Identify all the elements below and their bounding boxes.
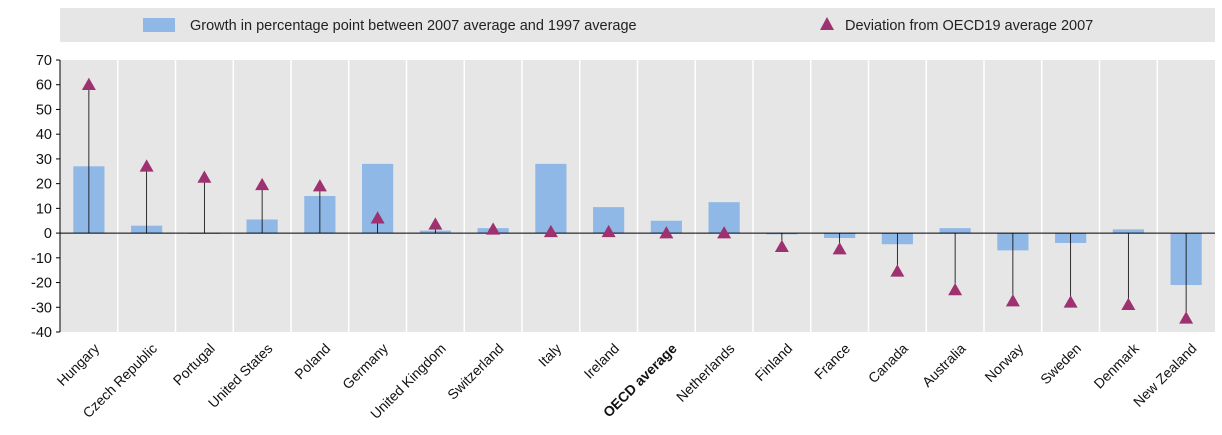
- markers: [81, 77, 1194, 324]
- x-label-hungary: Hungary: [54, 340, 103, 389]
- y-tick-label: 60: [36, 78, 52, 94]
- y-tick-label: 20: [36, 177, 52, 193]
- marker-hungary: [81, 77, 96, 90]
- marker-denmark: [1121, 297, 1136, 311]
- y-tick-label: 10: [36, 201, 52, 217]
- x-label-australia: Australia: [919, 340, 969, 390]
- y-tick-label: 70: [36, 53, 52, 69]
- bar-australia: [939, 228, 971, 234]
- legend-marker-swatch: [820, 17, 834, 30]
- y-tick-label: 0: [44, 226, 52, 242]
- bar-italy: [535, 163, 567, 234]
- x-label-netherlands: Netherlands: [673, 340, 738, 405]
- x-label-portugal: Portugal: [170, 340, 218, 388]
- legend: Growth in percentage point between 2007 …: [60, 8, 1215, 42]
- marker-norway: [1005, 294, 1020, 307]
- y-tick-label: -30: [31, 300, 52, 316]
- marker-canada: [890, 264, 905, 277]
- marker-united-states: [255, 177, 270, 191]
- x-label-canada: Canada: [865, 340, 911, 386]
- marker-australia: [948, 282, 963, 296]
- bar-denmark: [1112, 229, 1144, 234]
- marker-new-zealand: [1179, 311, 1194, 324]
- marker-germany: [370, 211, 385, 224]
- marker-switzerland: [486, 222, 501, 235]
- legend-bar-swatch: [143, 18, 175, 32]
- marker-poland: [312, 179, 327, 192]
- marker-portugal: [197, 170, 212, 183]
- marker-italy: [543, 224, 558, 238]
- y-tick-label: 40: [36, 127, 52, 143]
- x-label-switzerland: Switzerland: [444, 340, 506, 402]
- x-label-sweden: Sweden: [1037, 340, 1084, 387]
- y-tick-label: -10: [31, 251, 52, 267]
- x-label-norway: Norway: [981, 340, 1026, 385]
- y-axis: -40 -30 -20 -10 0 10 20 30 40 50 60 70: [31, 53, 61, 341]
- x-label-finland: Finland: [752, 340, 796, 384]
- marker-sweden: [1063, 295, 1078, 308]
- y-tick-label: 50: [36, 102, 52, 118]
- marker-oecd-average: [659, 226, 674, 239]
- marker-finland: [774, 239, 789, 252]
- legend-bar-label: Growth in percentage point between 2007 …: [190, 18, 637, 34]
- category-separators: [117, 60, 1158, 332]
- legend-marker-label: Deviation from OECD19 average 2007: [845, 18, 1093, 34]
- y-tick-label: -40: [31, 325, 52, 341]
- marker-united-kingdom: [428, 217, 443, 230]
- x-label-ireland: Ireland: [581, 340, 623, 382]
- marker-czech-republic: [139, 159, 154, 172]
- x-label-poland: Poland: [291, 340, 333, 382]
- y-tick-label: -20: [31, 276, 52, 292]
- x-label-germany: Germany: [339, 340, 391, 392]
- marker-france: [832, 242, 847, 255]
- marker-netherlands: [717, 226, 732, 239]
- x-label-france: France: [811, 340, 853, 382]
- y-tick-label: 30: [36, 152, 52, 168]
- x-label-denmark: Denmark: [1090, 339, 1142, 391]
- x-label-italy: Italy: [535, 340, 564, 369]
- marker-ireland: [601, 224, 616, 238]
- legend-background: [60, 8, 1215, 42]
